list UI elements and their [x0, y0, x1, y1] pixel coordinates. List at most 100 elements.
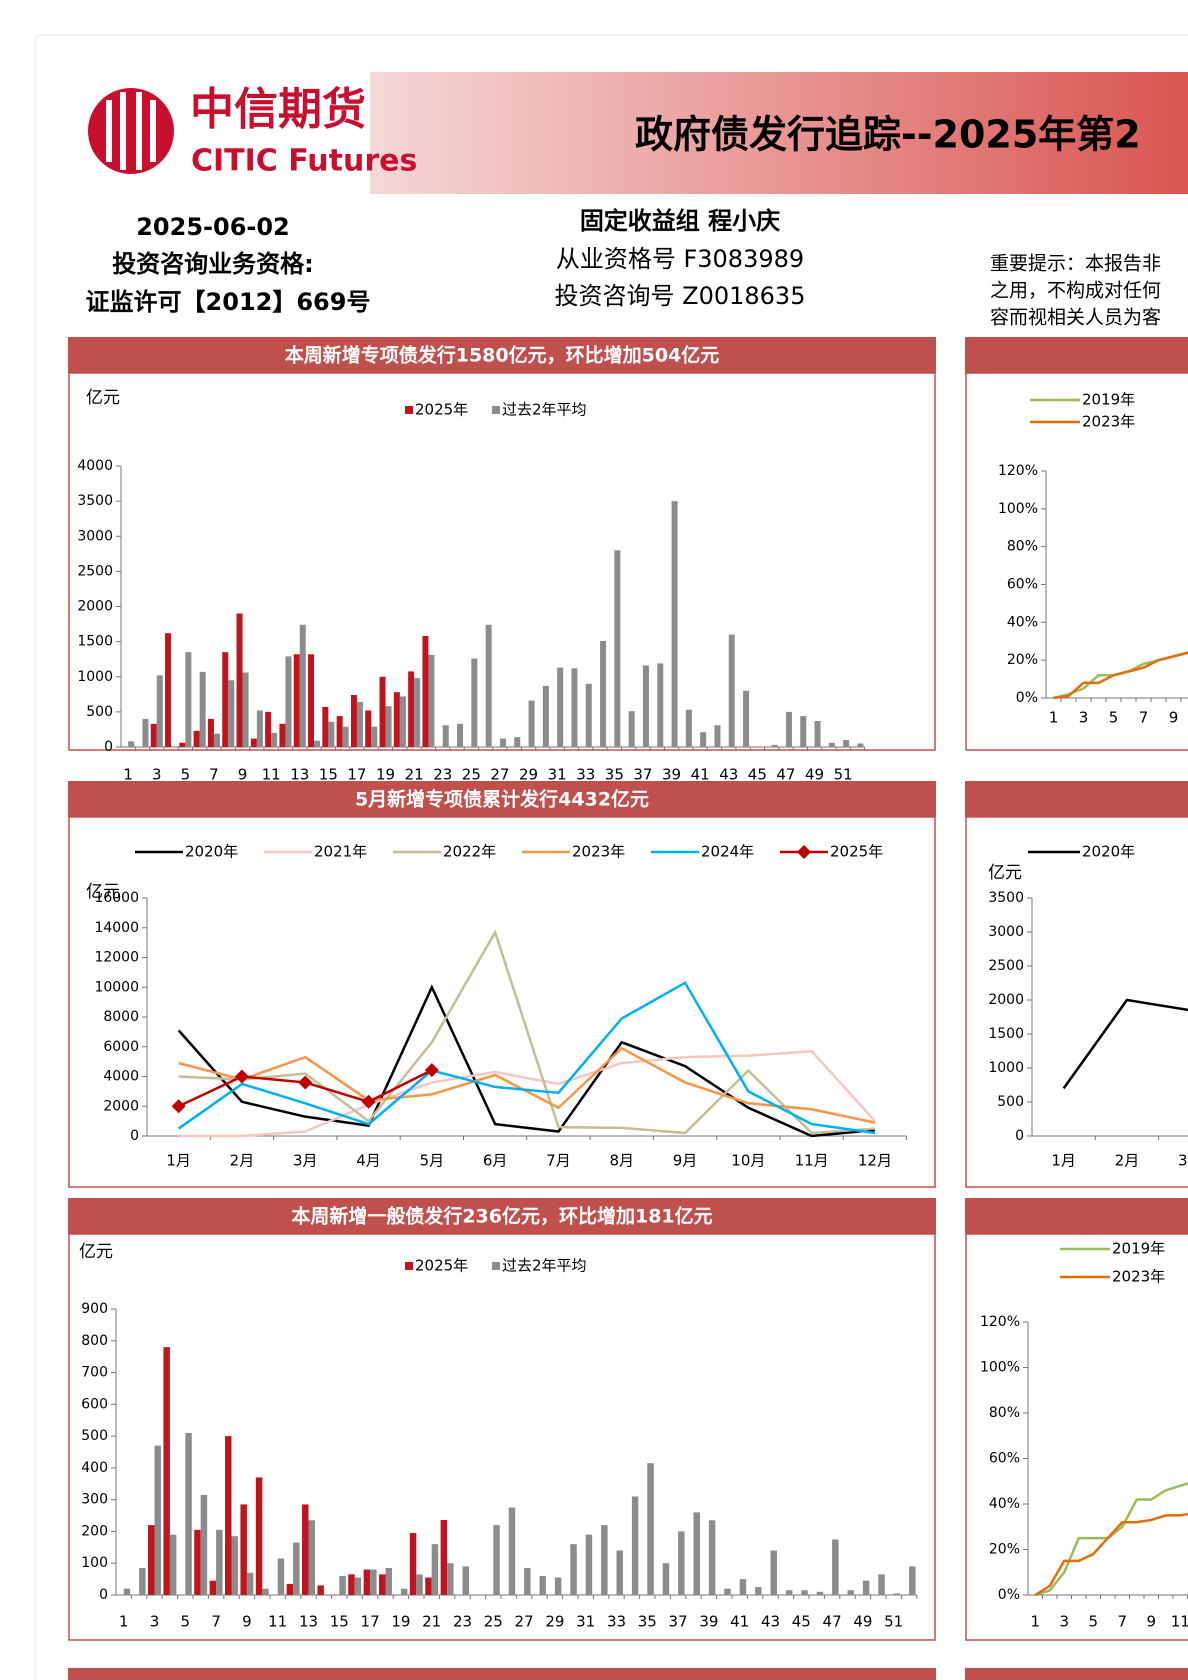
line [178, 1049, 876, 1138]
x-tick-label: 9月 [673, 1152, 698, 1170]
bar [693, 1512, 700, 1595]
bar [200, 1494, 208, 1595]
y-tick-label: 1000 [988, 1060, 1024, 1076]
notice: 之用，不构成对任何 [990, 280, 1161, 302]
legend-swatch [492, 1262, 500, 1270]
bar [385, 706, 392, 747]
x-tick-label: 3 [150, 1613, 160, 1631]
y-tick-label: 0 [99, 1587, 108, 1603]
y-tick-label: 40% [989, 1496, 1020, 1512]
bar [179, 742, 186, 747]
y-tick-label: 16000 [94, 890, 139, 906]
bar [250, 738, 257, 747]
x-tick-label: 33 [576, 766, 595, 784]
bar [371, 726, 378, 747]
bar [363, 1569, 371, 1595]
y-tick-label: 2500 [77, 563, 113, 579]
bar [193, 730, 200, 747]
bar [265, 711, 272, 747]
bar [408, 671, 415, 747]
team: 固定收益组 程小庆 [580, 207, 780, 235]
bar [442, 725, 449, 747]
bar [142, 718, 149, 747]
y-tick-label: 4000 [77, 458, 113, 474]
x-tick-label: 45 [792, 1613, 811, 1631]
bar [156, 675, 163, 747]
legend-label: 2024年 [701, 843, 754, 861]
bar [457, 723, 464, 747]
bar [662, 1563, 670, 1595]
x-tick-label: 2月 [1115, 1152, 1140, 1170]
legend-label: 2025年 [415, 1257, 468, 1275]
x-tick-label: 21 [405, 766, 424, 784]
x-tick-label: 19 [391, 1613, 410, 1631]
bar [570, 1544, 577, 1595]
x-tick-label: 51 [834, 766, 853, 784]
bar [308, 654, 315, 747]
x-tick-label: 41 [691, 766, 710, 784]
line [178, 1046, 876, 1124]
x-tick-label: 12月 [858, 1152, 892, 1170]
bar [409, 1533, 417, 1595]
x-tick-label: 41 [730, 1613, 749, 1631]
y-tick-label: 3000 [988, 924, 1024, 940]
bar [365, 710, 372, 747]
bar [199, 671, 206, 747]
bar [843, 739, 850, 747]
bar [554, 1577, 562, 1595]
y-tick-label: 600 [81, 1396, 108, 1412]
y-tick-label: 200 [81, 1523, 108, 1539]
page-border [34, 34, 1188, 1680]
x-tick-label: 5 [181, 766, 191, 784]
bar [714, 725, 721, 747]
y-tick-label: 300 [81, 1492, 108, 1508]
bar [209, 1580, 217, 1595]
y-tick-label: 3000 [77, 528, 113, 544]
legend-swatch [405, 406, 413, 414]
bar [128, 741, 135, 747]
legend-swatch [492, 406, 500, 414]
bar [317, 1585, 324, 1595]
bar [708, 1520, 716, 1595]
x-tick-label: 25 [484, 1613, 503, 1631]
x-tick-label: 27 [490, 766, 509, 784]
legend-label: 2025年 [415, 401, 468, 419]
y-tick-label: 100% [998, 501, 1038, 517]
x-tick-label: 10月 [731, 1152, 765, 1170]
notice: 重要提示：本报告非 [990, 253, 1161, 275]
bar [293, 1542, 300, 1595]
bar [462, 1566, 469, 1595]
bar [857, 743, 864, 747]
y-tick-label: 2500 [988, 958, 1024, 974]
x-tick-label: 7 [209, 766, 219, 784]
bar [328, 721, 335, 747]
x-tick-label: 31 [576, 1613, 595, 1631]
x-tick-label: 37 [633, 766, 652, 784]
bar [256, 710, 263, 747]
y-tick-label: 1000 [77, 669, 113, 685]
x-tick-label: 35 [605, 766, 624, 784]
y-tick-label: 80% [989, 1405, 1020, 1421]
bar [416, 1574, 423, 1595]
bar [828, 742, 835, 747]
bar [342, 726, 349, 747]
y-tick-label: 80% [1007, 539, 1038, 555]
x-tick-label: 3月 [293, 1152, 318, 1170]
bar [816, 1591, 824, 1595]
bar [185, 652, 192, 747]
bar [770, 1550, 777, 1595]
line [178, 929, 876, 1135]
y-tick-label: 900 [81, 1301, 108, 1317]
legend-label: 2023年 [572, 843, 625, 861]
legend-label: 2021年 [314, 843, 367, 861]
x-tick-label: 37 [669, 1613, 688, 1631]
panel-title: 本周新增专项债发行1580亿元，环比增加504亿元 [285, 344, 720, 367]
y-tick-label: 10000 [94, 979, 139, 995]
practice-no: 从业资格号 F3083989 [556, 245, 804, 273]
bar [277, 1558, 285, 1595]
x-tick-label: 35 [638, 1613, 657, 1631]
bar [571, 668, 578, 747]
x-tick-label: 11月 [795, 1152, 829, 1170]
panel-box [965, 816, 1188, 1188]
y-tick-label: 2000 [103, 1098, 139, 1114]
